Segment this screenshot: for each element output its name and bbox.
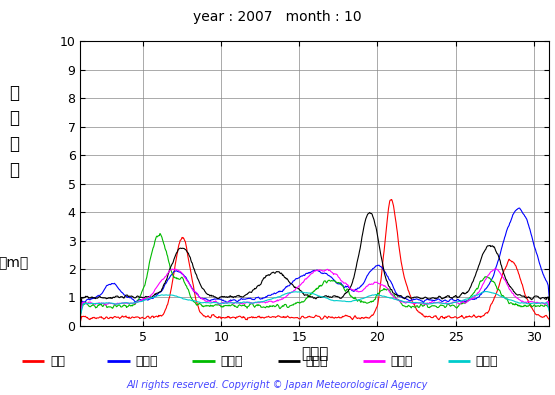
石廀崎 — [546, 308, 553, 313]
Line: 経ヶ崎: 経ヶ崎 — [80, 213, 549, 310]
X-axis label: （日）: （日） — [301, 346, 329, 361]
経ヶ崎 — [426, 297, 432, 301]
佐多崎 — [79, 305, 85, 310]
Text: 経ヶ崎: 経ヶ崎 — [305, 355, 328, 368]
経ヶ崎 — [77, 307, 84, 312]
石廀崎 — [77, 314, 84, 318]
佐多崎 — [413, 300, 420, 305]
松前 — [414, 308, 421, 313]
松前 — [295, 316, 301, 321]
経ヶ崎 — [79, 295, 85, 300]
松前 — [278, 315, 284, 320]
松前 — [77, 319, 84, 324]
Text: year : 2007   month : 10: year : 2007 month : 10 — [193, 10, 362, 24]
江ノ島 — [413, 297, 420, 301]
江ノ島 — [425, 297, 432, 302]
佐多崎 — [483, 289, 490, 294]
佐多崎 — [425, 301, 432, 306]
福江島 — [77, 312, 84, 317]
松前 — [79, 314, 85, 319]
経ヶ崎 — [366, 210, 373, 215]
福江島 — [79, 300, 85, 305]
佐多崎 — [546, 309, 553, 314]
Line: 石廀崎: 石廀崎 — [80, 233, 549, 316]
石廀崎 — [414, 303, 421, 308]
佐多崎 — [143, 297, 149, 302]
Text: 佐多崎: 佐多崎 — [476, 355, 498, 368]
石廀崎 — [143, 277, 149, 282]
江ノ島 — [278, 289, 284, 294]
Text: （m）: （m） — [0, 256, 29, 270]
経ヶ崎 — [414, 295, 421, 299]
福江島 — [413, 301, 420, 305]
経ヶ崎 — [278, 271, 284, 276]
Text: 有: 有 — [9, 84, 19, 102]
江ノ島 — [516, 206, 522, 211]
石廀崎 — [157, 231, 163, 236]
佐多崎 — [295, 290, 301, 294]
Text: 義: 義 — [9, 109, 19, 127]
Text: 福江島: 福江島 — [390, 355, 413, 368]
佐多崎 — [77, 312, 84, 317]
Text: 松前: 松前 — [50, 355, 65, 368]
経ヶ崎 — [295, 286, 301, 291]
Text: 高: 高 — [9, 161, 19, 179]
Text: 江ノ島: 江ノ島 — [135, 355, 158, 368]
松前 — [388, 197, 395, 202]
松前 — [426, 314, 432, 319]
江ノ島 — [295, 276, 301, 280]
佐多崎 — [278, 294, 284, 299]
江ノ島 — [546, 298, 553, 303]
Line: 佐多崎: 佐多崎 — [80, 292, 549, 315]
福江島 — [143, 296, 149, 301]
経ヶ崎 — [143, 294, 149, 299]
福江島 — [425, 301, 432, 306]
経ヶ崎 — [546, 305, 553, 310]
Line: 江ノ島: 江ノ島 — [80, 208, 549, 313]
Line: 福江島: 福江島 — [80, 269, 549, 314]
石廀崎 — [79, 302, 85, 307]
Text: All rights reserved. Copyright © Japan Meteorological Agency: All rights reserved. Copyright © Japan M… — [127, 380, 428, 390]
松前 — [546, 318, 553, 323]
石廀崎 — [295, 300, 302, 305]
石廀崎 — [426, 305, 432, 310]
Line: 松前: 松前 — [80, 199, 549, 322]
江ノ島 — [143, 297, 149, 302]
Text: 石廀崎: 石廀崎 — [220, 355, 243, 368]
石廀崎 — [278, 305, 285, 309]
福江島 — [278, 297, 284, 302]
福江島 — [295, 284, 301, 289]
福江島 — [546, 307, 553, 312]
江ノ島 — [77, 311, 84, 316]
Text: 波: 波 — [9, 135, 19, 153]
江ノ島 — [79, 299, 85, 304]
松前 — [143, 315, 149, 320]
福江島 — [492, 267, 498, 271]
